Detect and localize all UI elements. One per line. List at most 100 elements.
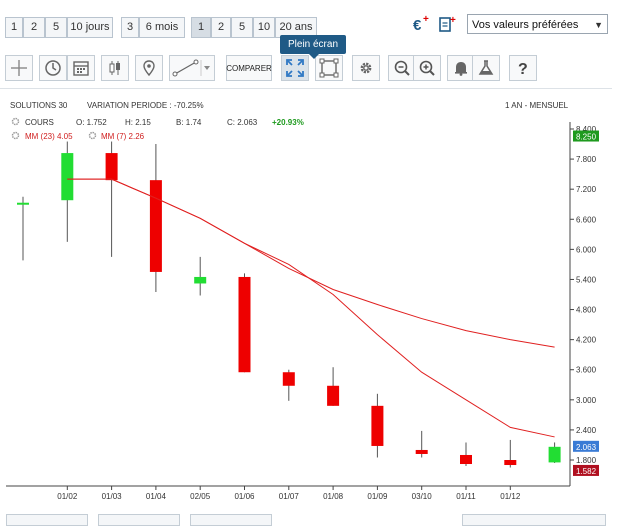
legend-mm23: MM (23) 4.05 — [25, 132, 73, 141]
period-button[interactable]: 10 — [253, 17, 275, 38]
y-tick-label: 6.000 — [576, 245, 597, 254]
period-button[interactable]: 1 — [191, 17, 211, 38]
bottom-tab-4[interactable] — [462, 514, 606, 526]
bell-icon — [455, 62, 467, 76]
x-tick-label: 02/05 — [190, 492, 211, 501]
x-tick-label: 01/03 — [102, 492, 123, 501]
fullscreen-button[interactable] — [281, 55, 309, 81]
candle-body — [149, 180, 162, 272]
chevron-down-icon: ▼ — [594, 20, 603, 30]
frame-icon — [319, 58, 339, 78]
legend-open: O: 1.752 — [76, 118, 107, 127]
mm7-settings-icon[interactable] — [88, 131, 97, 140]
candle-body — [105, 153, 118, 181]
legend-close: C: 2.063 — [227, 118, 258, 127]
zoom-in-button[interactable] — [413, 55, 441, 81]
y-tick-label: 7.200 — [576, 185, 597, 194]
period-button[interactable]: 2 — [23, 17, 45, 38]
values-select-value: Vos valeurs préférées — [472, 19, 579, 31]
frame-button[interactable] — [315, 55, 343, 81]
candle-body — [17, 202, 29, 205]
period-button[interactable]: 2 — [211, 17, 231, 38]
cours-settings-icon[interactable] — [11, 117, 20, 126]
candlestick-icon — [109, 61, 120, 75]
low-marker-label: 1.582 — [576, 467, 597, 476]
bottom-tab-3[interactable] — [190, 514, 272, 526]
crosshair-button[interactable] — [5, 55, 33, 81]
y-tick-label: 4.800 — [576, 306, 597, 315]
x-tick-label: 01/04 — [146, 492, 167, 501]
period-button[interactable]: 5 — [45, 17, 67, 38]
zoom-out-icon — [394, 60, 410, 76]
y-tick-label: 1.800 — [576, 456, 597, 465]
crosshair-icon — [11, 60, 27, 76]
svg-text:€: € — [413, 17, 422, 34]
zoom-out-button[interactable] — [388, 55, 416, 81]
y-tick-label: 4.200 — [576, 336, 597, 345]
last-price-marker — [573, 440, 599, 452]
values-select[interactable]: Vos valeurs préférées ▼ — [467, 14, 608, 34]
period-label: 1 AN - MENSUEL — [505, 101, 569, 110]
period-button[interactable]: 10 jours — [67, 17, 113, 38]
candle-body — [61, 153, 74, 201]
history-button[interactable] — [39, 55, 67, 81]
period-button[interactable]: 3 — [121, 17, 139, 38]
low-marker — [573, 464, 599, 476]
euro-add-icon[interactable]: € + — [410, 14, 432, 34]
candle-body — [415, 449, 428, 454]
mm23-settings-icon[interactable] — [11, 131, 20, 140]
marker-button[interactable] — [135, 55, 163, 81]
period-button[interactable]: 1 — [5, 17, 23, 38]
gear-icon — [360, 62, 372, 74]
y-tick-label: 2.400 — [576, 426, 597, 435]
x-tick-label: 01/02 — [57, 492, 78, 501]
y-tick-label: 6.600 — [576, 215, 597, 224]
period-button[interactable]: 6 mois — [139, 17, 185, 38]
legend-cours: COURS — [25, 118, 54, 127]
legend-high: H: 2.15 — [125, 118, 151, 127]
line-tool-icon — [172, 59, 210, 77]
y-tick-label: 3.000 — [576, 396, 597, 405]
line-tool-button[interactable] — [169, 55, 215, 81]
flask-icon — [478, 60, 494, 75]
y-tick-label: 3.600 — [576, 366, 597, 375]
export-icon[interactable]: + — [437, 14, 459, 34]
bottom-tab-2[interactable] — [98, 514, 180, 526]
legend-low: B: 1.74 — [176, 118, 202, 127]
y-tick-label: 5.400 — [576, 275, 597, 284]
x-tick-label: 01/08 — [323, 492, 344, 501]
candle-body — [371, 405, 384, 446]
x-tick-label: 01/11 — [456, 492, 476, 501]
svg-text:+: + — [423, 14, 429, 25]
help-icon: ? — [518, 61, 528, 77]
candle-body — [327, 385, 340, 406]
y-tick-label: 7.800 — [576, 155, 597, 164]
help-button[interactable]: ? — [509, 55, 537, 81]
fullscreen-icon — [286, 59, 304, 77]
svg-text:?: ? — [518, 61, 528, 77]
analysis-button[interactable] — [472, 55, 500, 81]
x-tick-label: 01/07 — [279, 492, 300, 501]
settings-button[interactable] — [352, 55, 380, 81]
high-marker-label: 8.250 — [576, 133, 597, 142]
compare-button[interactable]: COMPARER — [226, 55, 272, 81]
bottom-tab-1[interactable] — [6, 514, 88, 526]
calendar-icon — [73, 61, 89, 76]
chart-type-button[interactable] — [101, 55, 129, 81]
fullscreen-tooltip: Plein écran — [280, 35, 346, 59]
period-button[interactable]: 5 — [231, 17, 253, 38]
legend-mm7: MM (7) 2.26 — [101, 132, 145, 141]
x-tick-label: 01/06 — [234, 492, 255, 501]
candle-body — [460, 454, 472, 465]
calendar-button[interactable] — [67, 55, 95, 81]
x-tick-label: 01/12 — [500, 492, 521, 501]
y-tick-label: 8.400 — [576, 125, 597, 134]
svg-text:+: + — [450, 15, 456, 26]
high-marker — [573, 130, 599, 142]
candle-body — [194, 276, 207, 284]
zoom-in-icon — [419, 60, 435, 76]
pin-icon — [143, 60, 155, 77]
toolbar-divider — [0, 88, 612, 89]
last-price-marker-label: 2.063 — [576, 443, 597, 452]
